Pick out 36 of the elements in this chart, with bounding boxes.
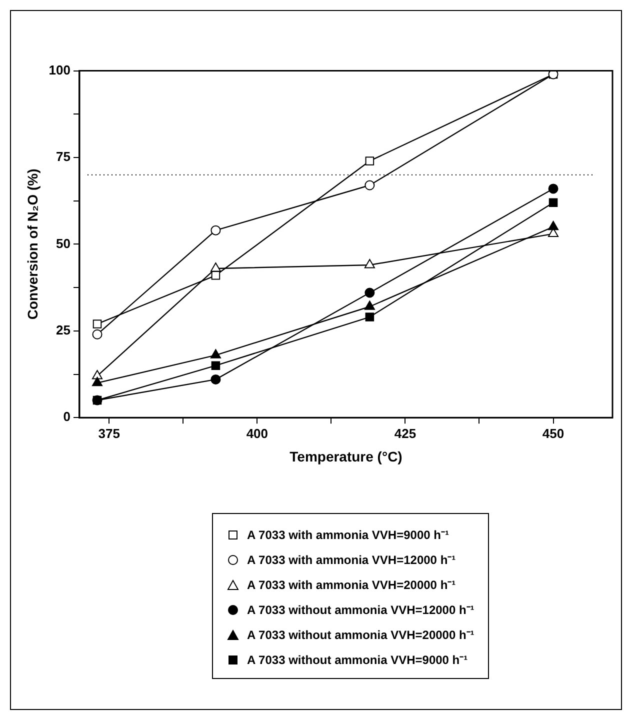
y-tick-label: 50 [56, 236, 70, 251]
y-axis-title: Conversion of N₂O (%) [24, 168, 40, 320]
y-tick-label: 25 [56, 322, 70, 338]
point [92, 329, 102, 340]
point [210, 262, 221, 272]
point [548, 220, 559, 230]
x-tick-label: 400 [246, 426, 268, 441]
y-tick-label: 100 [48, 62, 70, 78]
point [365, 156, 374, 166]
legend-label: A 7033 without ammonia VVH=20000 h⁻¹ [247, 627, 474, 643]
point [210, 349, 221, 358]
x-axis-title: Temperature (°C) [290, 448, 402, 464]
point [364, 259, 375, 268]
x-tick-label: 425 [394, 426, 416, 441]
point [210, 374, 221, 384]
point [211, 361, 220, 370]
point [548, 184, 558, 194]
point [364, 180, 375, 190]
point [92, 376, 103, 386]
y-tick-label: 0 [63, 409, 70, 424]
point [92, 320, 102, 328]
legend-label: A 7033 without ammonia VVH=9000 h⁻¹ [247, 652, 468, 668]
legend-label: A 7033 without ammonia VVH=12000 h⁻¹ [247, 602, 474, 618]
point [92, 396, 102, 405]
x-tick-label: 375 [98, 426, 120, 441]
legend-label: A 7033 with ammonia VVH=20000 h⁻¹ [247, 577, 456, 593]
point [364, 300, 375, 310]
x-tick-label: 450 [542, 426, 564, 441]
point [210, 225, 221, 236]
y-tick-label: 75 [56, 149, 70, 164]
point [365, 312, 374, 322]
legend-label: A 7033 with ammonia VVH=9000 h⁻¹ [247, 527, 449, 543]
legend-label: A 7033 with ammonia VVH=12000 h⁻¹ [247, 552, 456, 568]
point [211, 271, 220, 280]
point [364, 288, 375, 298]
point [548, 198, 558, 207]
